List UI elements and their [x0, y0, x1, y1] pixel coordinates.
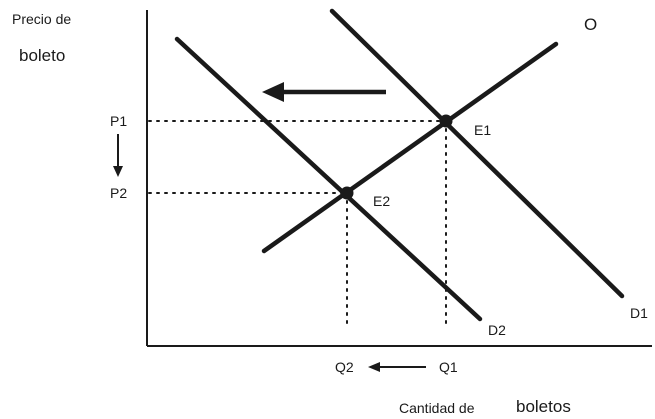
x-axis-label-part1: Cantidad de — [399, 400, 475, 416]
x-axis-label-part2: boletos — [516, 397, 571, 416]
demand-curve-d2-label: D2 — [488, 322, 506, 338]
demand-curve-d1-label: D1 — [630, 305, 648, 321]
y-axis-label-line1: Precio de — [12, 11, 72, 27]
supply-curve-label: O — [584, 15, 598, 34]
demand-curve-d1 — [329, 8, 625, 299]
demand-shift-arrowhead — [262, 82, 284, 102]
demand-curve-d2 — [174, 36, 483, 322]
price-drop-arrowhead — [113, 166, 123, 177]
quantity-drop-arrowhead — [368, 362, 380, 372]
equilibrium-point-e1 — [439, 114, 453, 128]
y-axis-label-line2: boleto — [19, 46, 66, 65]
quantity-q1-label: Q1 — [439, 359, 458, 375]
supply-curve — [261, 41, 559, 254]
equilibrium-e2-label: E2 — [373, 193, 391, 209]
quantity-q2-label: Q2 — [335, 359, 354, 375]
price-p1-label: P1 — [110, 113, 128, 129]
equilibrium-point-e2 — [340, 186, 354, 200]
price-p2-label: P2 — [110, 185, 128, 201]
equilibrium-e1-label: E1 — [474, 122, 492, 138]
